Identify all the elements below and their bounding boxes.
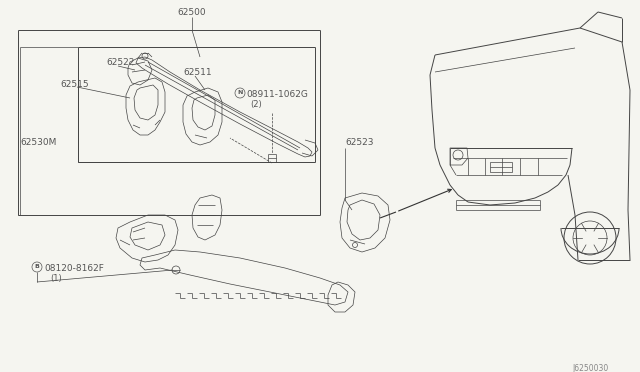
Text: N: N xyxy=(237,90,243,96)
Text: B: B xyxy=(35,264,40,269)
Text: 62530M: 62530M xyxy=(20,138,56,147)
Text: 62523: 62523 xyxy=(345,138,374,147)
Text: 62522: 62522 xyxy=(106,58,134,67)
Text: (1): (1) xyxy=(50,274,61,283)
Text: (2): (2) xyxy=(250,100,262,109)
Text: 62515: 62515 xyxy=(60,80,88,89)
Text: J6250030: J6250030 xyxy=(572,364,608,372)
Text: 08911-1062G: 08911-1062G xyxy=(246,90,308,99)
Text: 62511: 62511 xyxy=(183,68,212,77)
Text: 08120-8162F: 08120-8162F xyxy=(44,264,104,273)
Text: 62500: 62500 xyxy=(178,8,206,17)
